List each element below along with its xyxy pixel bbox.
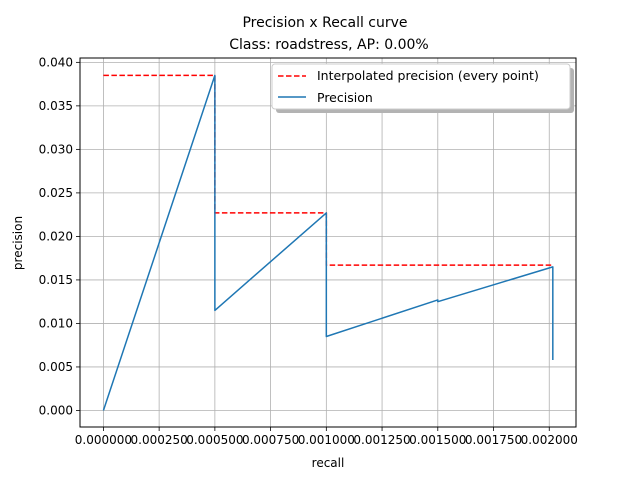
legend-label-interpolated: Interpolated precision (every point) <box>317 68 539 83</box>
y-axis-ticks: 0.000 0.005 0.010 0.015 0.020 0.025 0.030 0.035… <box>39 55 80 417</box>
x-tick-label: 0.002000 <box>521 433 578 447</box>
legend-box <box>271 63 571 110</box>
x-tick-label: 0.001750 <box>465 433 522 447</box>
y-tick-label: 0.030 <box>39 142 73 156</box>
y-tick-label: 0.025 <box>39 186 73 200</box>
y-tick-label: 0.015 <box>39 273 73 287</box>
chart-subtitle: Class: roadstress, AP: 0.00% <box>229 37 428 53</box>
plot-series <box>102 74 554 411</box>
x-axis-ticks: 0.0000000.0002500.0005000.0007500.001000… <box>75 427 578 447</box>
y-tick-label: 0.035 <box>39 99 73 113</box>
y-tick-label: 0.040 <box>39 55 73 69</box>
y-tick-label: 0.020 <box>39 229 73 243</box>
y-tick-label: 0.000 <box>39 403 73 417</box>
x-axis-label: recall <box>312 456 345 470</box>
x-tick-label: 0.000750 <box>242 433 299 447</box>
interpolated-precision-line <box>103 74 553 266</box>
x-tick-label: 0.000250 <box>131 433 188 447</box>
x-tick-label: 0.001500 <box>409 433 466 447</box>
y-tick-label: 0.010 <box>39 316 73 330</box>
y-tick-label: 0.005 <box>39 360 73 374</box>
chart-title: Precision x Recall curve <box>242 15 407 31</box>
precision-line <box>102 74 554 411</box>
legend-label-precision: Precision <box>317 90 373 105</box>
x-tick-label: 0.001000 <box>298 433 355 447</box>
y-axis-label: precision <box>11 216 25 270</box>
x-tick-label: 0.000500 <box>186 433 243 447</box>
grid-lines <box>80 58 576 427</box>
x-tick-label: 0.001250 <box>353 433 410 447</box>
legend: Interpolated precision (every point) Pre… <box>271 63 574 113</box>
x-tick-label: 0.000000 <box>75 433 132 447</box>
plot-frame <box>79 57 577 428</box>
